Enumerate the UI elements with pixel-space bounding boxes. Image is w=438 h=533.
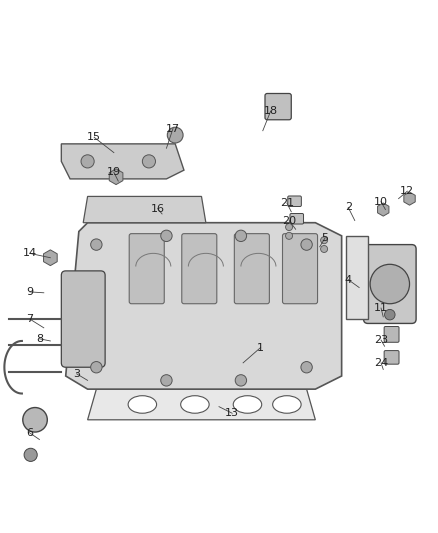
Text: 15: 15 [87, 132, 101, 142]
FancyBboxPatch shape [265, 93, 291, 120]
Circle shape [235, 230, 247, 241]
Circle shape [321, 246, 328, 253]
Ellipse shape [233, 395, 262, 413]
FancyBboxPatch shape [384, 351, 399, 364]
PathPatch shape [346, 236, 368, 319]
Circle shape [385, 310, 395, 320]
PathPatch shape [83, 197, 206, 223]
PathPatch shape [61, 144, 184, 179]
Text: 17: 17 [166, 124, 180, 134]
Text: 21: 21 [280, 198, 294, 208]
Text: 13: 13 [225, 408, 239, 418]
Text: 3: 3 [73, 369, 80, 379]
Text: 9: 9 [26, 287, 33, 297]
Text: 4: 4 [345, 274, 352, 285]
FancyBboxPatch shape [364, 245, 416, 324]
Text: 2: 2 [345, 203, 352, 212]
Ellipse shape [128, 395, 157, 413]
Text: 5: 5 [321, 233, 328, 243]
Text: 1: 1 [257, 343, 264, 352]
Text: 23: 23 [374, 335, 388, 345]
Circle shape [161, 230, 172, 241]
Circle shape [161, 375, 172, 386]
Circle shape [142, 155, 155, 168]
Text: 10: 10 [374, 197, 388, 207]
Circle shape [370, 264, 410, 304]
Circle shape [235, 375, 247, 386]
FancyBboxPatch shape [384, 327, 399, 342]
Circle shape [321, 237, 328, 244]
Text: 16: 16 [151, 204, 165, 214]
Ellipse shape [180, 395, 209, 413]
Text: 14: 14 [23, 248, 37, 259]
Circle shape [167, 127, 183, 143]
Circle shape [301, 361, 312, 373]
Text: 20: 20 [282, 215, 296, 225]
Text: 7: 7 [26, 314, 33, 324]
Circle shape [24, 448, 37, 462]
PathPatch shape [66, 223, 342, 389]
PathPatch shape [88, 389, 315, 420]
FancyBboxPatch shape [61, 271, 105, 367]
Circle shape [91, 361, 102, 373]
FancyBboxPatch shape [290, 214, 304, 224]
FancyBboxPatch shape [283, 233, 318, 304]
Circle shape [81, 155, 94, 168]
FancyBboxPatch shape [288, 196, 301, 206]
Ellipse shape [272, 395, 301, 413]
FancyBboxPatch shape [182, 233, 217, 304]
Text: 24: 24 [374, 358, 388, 368]
Text: 18: 18 [264, 106, 278, 116]
Circle shape [286, 223, 293, 231]
Circle shape [23, 408, 47, 432]
Circle shape [286, 232, 293, 239]
FancyBboxPatch shape [234, 233, 269, 304]
Circle shape [301, 239, 312, 251]
Text: 6: 6 [26, 428, 33, 438]
Text: 12: 12 [400, 186, 414, 196]
Circle shape [91, 239, 102, 251]
Text: 19: 19 [107, 167, 121, 177]
FancyBboxPatch shape [129, 233, 164, 304]
Text: 8: 8 [36, 334, 43, 344]
Text: 11: 11 [374, 303, 388, 313]
